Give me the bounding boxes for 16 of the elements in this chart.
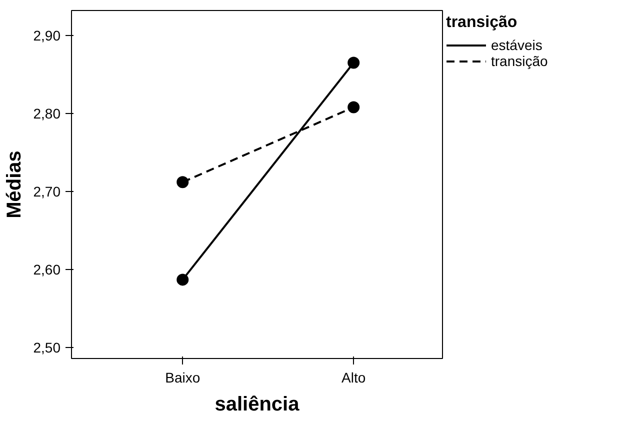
y-tick-label: 2,60 xyxy=(33,262,61,278)
y-tick-label: 2,70 xyxy=(33,184,61,200)
y-tick-label: 2,50 xyxy=(33,340,61,356)
y-tick-label: 2,90 xyxy=(33,27,61,44)
point xyxy=(176,176,189,188)
legend-label: transição xyxy=(491,53,548,69)
point xyxy=(348,56,360,69)
point xyxy=(176,274,189,286)
y-axis-title: Médias xyxy=(3,150,26,218)
x-tick-label: Baixo xyxy=(165,370,200,386)
y-tick-label: 2,80 xyxy=(33,105,61,122)
legend-title: transição xyxy=(446,14,518,32)
point xyxy=(348,101,360,114)
x-tick-label: Alto xyxy=(342,370,366,386)
x-axis-title: saliência xyxy=(214,394,300,416)
legend-label: estáveis xyxy=(491,37,542,53)
